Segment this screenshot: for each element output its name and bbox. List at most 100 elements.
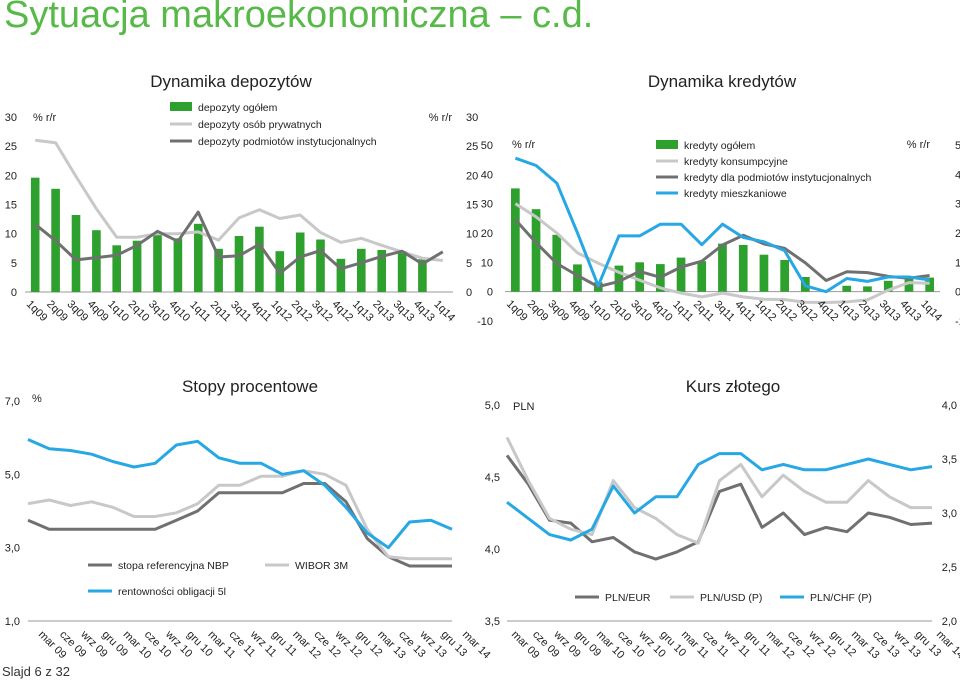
x-tick-label: 2q13 <box>370 298 396 324</box>
x-tick-label: 2q13 <box>856 298 882 324</box>
y-tick-label-left: 5 <box>11 258 17 270</box>
y-tick-label-left: 4,5 <box>485 472 500 484</box>
legend-swatch <box>656 140 678 149</box>
bar-3q09 <box>71 215 81 292</box>
x-tick-label: 1q12 <box>268 298 294 324</box>
chart-title: Kurs złotego <box>686 377 781 396</box>
y-tick-label-right: 50 <box>955 140 960 152</box>
y-tick-label-right: 3,0 <box>942 508 957 520</box>
y-tick-label-right: 15 <box>466 200 478 212</box>
bar-4q13 <box>904 278 914 292</box>
bar-3q12 <box>316 239 325 292</box>
x-tick-label: 3q10 <box>146 298 172 324</box>
series-line-depozyty-podmiot-w-instytucjonalnych <box>34 210 444 275</box>
bar-1q11 <box>194 223 203 293</box>
y-tick-label-right: 10 <box>466 229 478 241</box>
bar-1q14 <box>925 277 934 292</box>
bar-4q09 <box>92 230 101 292</box>
bar-1q09 <box>511 188 520 292</box>
y-tick-label-right: 20 <box>955 228 960 240</box>
legend-label: depozyty osób prywatnych <box>198 119 322 131</box>
y-tick-label-left: 25 <box>5 141 17 153</box>
bar-2q11 <box>697 261 707 292</box>
x-tick-label: 2q12 <box>289 298 315 324</box>
bar-2q13 <box>863 286 872 292</box>
x-tick-label: 3q09 <box>65 298 91 324</box>
legend-label: rentowności obligacji 5l <box>118 586 226 598</box>
y-tick-label-left: -10 <box>477 316 493 328</box>
y-axis-label-left: % r/r <box>512 139 536 151</box>
y-tick-label-left: 10 <box>5 229 17 241</box>
y-tick-label-right: 2,5 <box>942 562 957 574</box>
legend-label: stopa referencyjna NBP <box>118 560 229 572</box>
y-axis-label: % <box>32 393 42 405</box>
bar-2q13 <box>377 250 386 292</box>
bar-2q12 <box>780 260 789 292</box>
y-tick-label-right: 2,0 <box>942 616 957 628</box>
bar-4q11 <box>738 245 748 292</box>
legend-label: PLN/USD (P) <box>700 592 762 604</box>
bar-1q13 <box>842 285 852 292</box>
bar-2q12 <box>295 232 305 292</box>
bar-1q10 <box>112 245 121 292</box>
y-tick-label-right: 25 <box>466 141 478 153</box>
series-line-rentowno-ci-obligacji-5l <box>27 438 453 550</box>
y-tick-label-left: 5,0 <box>485 400 500 412</box>
series-line-kredyty-dla-podmiot-w-instytucjonalnych <box>514 218 930 289</box>
x-tick-label: 3q11 <box>228 299 253 324</box>
y-tick-label-left: 50 <box>481 140 493 152</box>
x-tick-label: 1q09 <box>24 298 50 324</box>
bar-1q11 <box>676 257 686 292</box>
x-tick-label: 2q09 <box>44 298 70 324</box>
y-tick-label: 1,0 <box>5 616 20 628</box>
y-axis-label-left: % r/r <box>33 112 57 124</box>
x-tick-label: 1q14 <box>431 298 457 324</box>
y-tick-label-left: 3,5 <box>485 616 500 628</box>
y-tick-label-right: 0 <box>955 287 960 299</box>
series-line-kredyty-konsumpcyjne <box>514 202 930 304</box>
y-tick-label-left: 10 <box>481 257 493 269</box>
legend-label: depozyty podmiotów instytucjonalnych <box>198 136 377 148</box>
x-tick-label: 2q09 <box>525 298 551 324</box>
y-tick-label-right: 20 <box>466 170 478 182</box>
bar-2q11 <box>214 248 223 292</box>
x-tick-label: 4q11 <box>249 299 274 324</box>
x-tick-label: 3q11 <box>712 299 737 324</box>
x-tick-label: 2q10 <box>607 298 633 324</box>
x-tick-label: 4q09 <box>566 298 592 324</box>
bar-3q11 <box>234 236 244 292</box>
bar-1q09 <box>30 177 40 292</box>
series-line-pln-chf-p <box>506 452 933 542</box>
bar-4q10 <box>173 238 183 292</box>
bar-4q11 <box>255 226 264 292</box>
y-tick-label-right: 10 <box>955 257 960 269</box>
x-tick-label: 3q13 <box>391 298 417 324</box>
bar-1q12 <box>759 254 769 292</box>
chart-title: Dynamika depozytów <box>150 72 312 91</box>
bar-2q10 <box>614 265 624 292</box>
x-tick-label: 3q10 <box>628 298 654 324</box>
x-tick-label: 4q11 <box>732 299 757 324</box>
deposits-chart: Dynamika depozytów % r/r % r/r 0 0 5 5 10 10 15 15… <box>5 72 479 324</box>
y-tick-label-left: 40 <box>481 169 493 181</box>
y-tick-label-right: 30 <box>466 112 478 124</box>
bar-3q11 <box>718 243 727 292</box>
series-line-pln-eur <box>505 454 933 561</box>
x-tick-label: 4q09 <box>85 298 111 324</box>
chart-title: Dynamika kredytów <box>648 72 797 91</box>
y-tick-label-right: 5 <box>466 258 472 270</box>
bar-1q13 <box>357 248 366 292</box>
bar-3q10 <box>153 234 162 292</box>
legend-label: kredyty mieszkaniowe <box>684 188 787 200</box>
x-tick-label: 1q11 <box>187 299 212 324</box>
x-tick-label: 1q13 <box>350 298 376 324</box>
bar-4q12 <box>336 258 346 293</box>
x-tick-label: 2q10 <box>126 298 152 324</box>
page-title: Sytuacja makroekonomiczna – c.d. <box>4 0 594 36</box>
legend-label: PLN/CHF (P) <box>810 592 872 604</box>
y-tick-label: 7,0 <box>5 396 20 408</box>
x-tick-label: 1q10 <box>105 298 131 324</box>
bar-4q13 <box>418 259 427 292</box>
legend-swatch <box>170 102 192 111</box>
